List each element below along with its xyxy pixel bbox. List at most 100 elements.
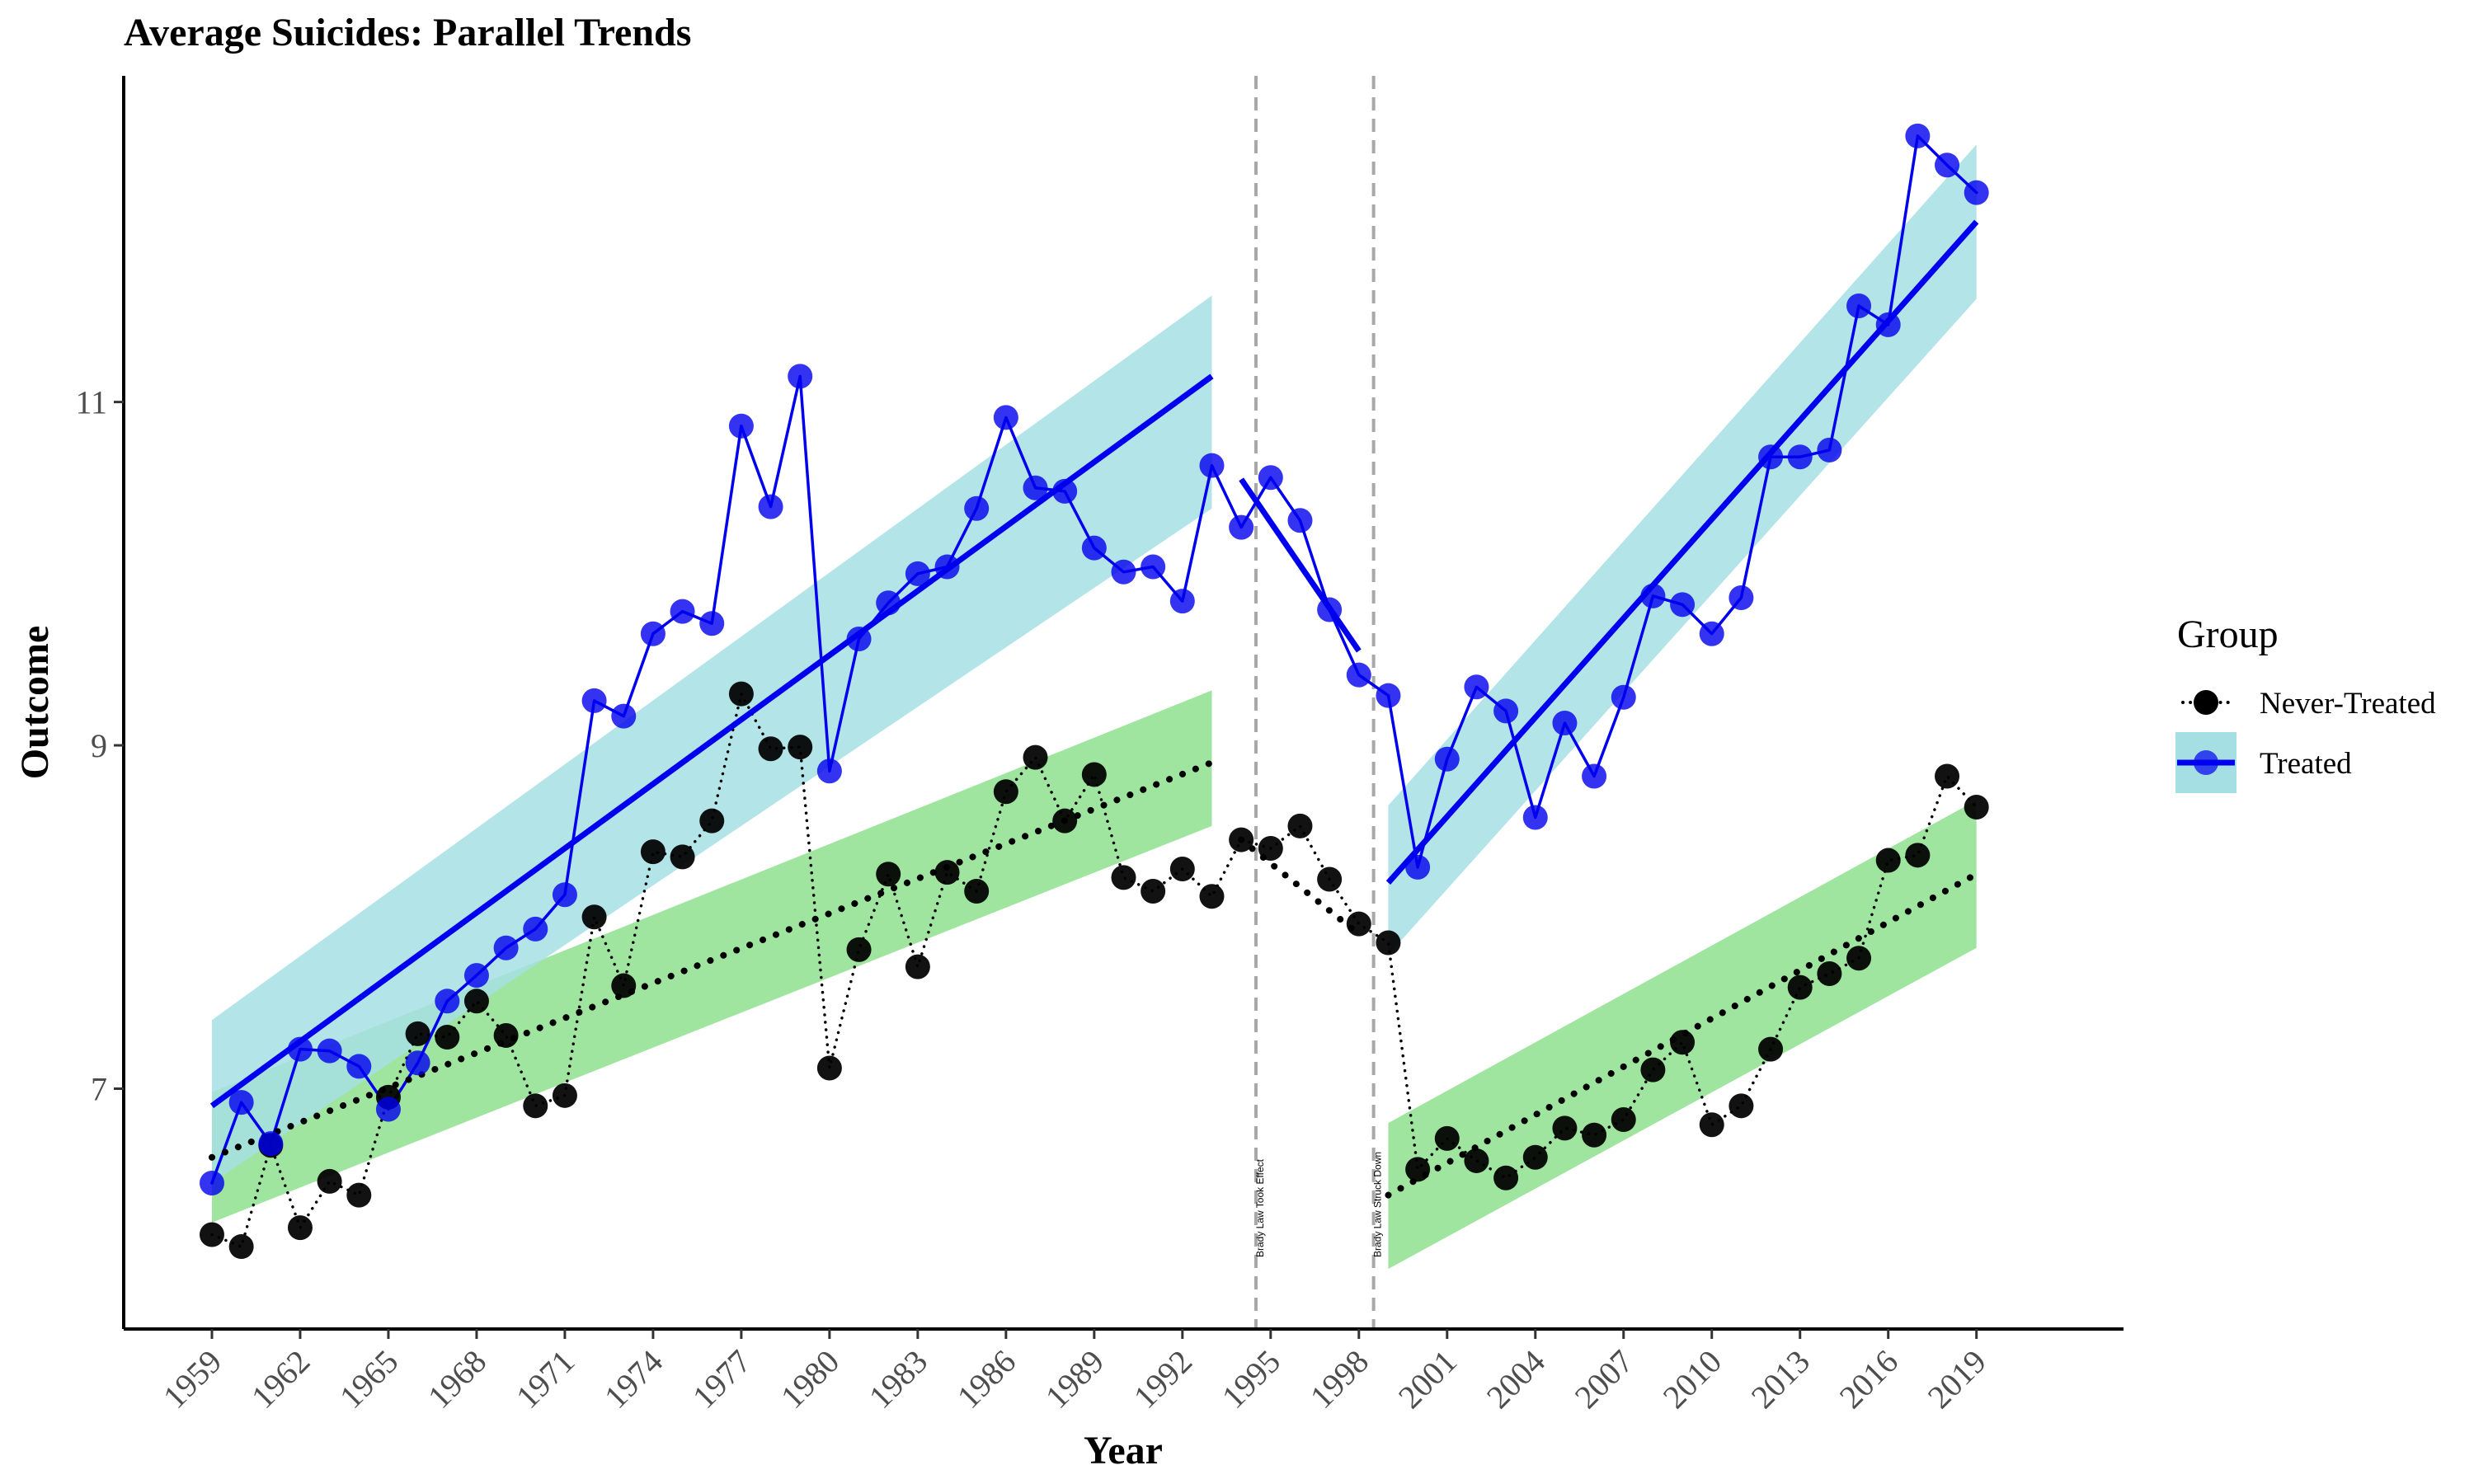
never-treated-point [611,973,637,998]
never-treated-point [523,1093,548,1119]
never-treated-point [493,1022,519,1048]
treated-point [993,405,1018,430]
treated-point [640,621,666,646]
y-tick-label: 7 [91,1070,107,1107]
treated-point [1787,444,1813,470]
never-treated-point [1199,884,1225,909]
never-treated-fit-1 [1238,836,1362,938]
treated-point [287,1036,313,1062]
treated-point [493,935,519,960]
treated-point [317,1038,342,1064]
treated-point [1729,585,1754,610]
treated-point [1611,684,1636,710]
never-treated-point [640,839,666,865]
x-tick-label: 1959 [156,1343,228,1416]
y-tick-label: 11 [75,384,107,421]
legend-key-never-treated [2194,690,2218,715]
treated-point [1346,662,1371,688]
never-treated-point [1317,866,1343,892]
legend-label-treated: Treated [2260,747,2352,781]
never-treated-band-0 [211,690,1212,1223]
treated-point [1582,763,1607,789]
x-tick-label: 1983 [862,1343,934,1416]
never-treated-point [1729,1093,1754,1119]
x-axis-title: Year [1084,1429,1163,1472]
x-tick-label: 1965 [332,1343,405,1416]
treated-point [228,1090,254,1115]
legend-label-never-treated: Never-Treated [2260,687,2436,721]
treated-point [1199,453,1225,478]
never-treated-point [552,1082,577,1108]
never-treated-point [1582,1122,1607,1148]
treated-point [846,626,872,651]
never-treated-point [1640,1057,1666,1082]
x-tick-label: 1971 [509,1343,581,1416]
x-tick-label: 1968 [421,1343,493,1416]
never-treated-point [1522,1144,1548,1170]
legend: Group Never-Treated Treated [2175,613,2436,793]
never-treated-point [1699,1112,1724,1138]
x-tick-label: 2019 [1921,1343,1993,1416]
never-treated-point [1169,856,1195,881]
treated-point [1081,535,1107,561]
reference-line-label-1: Brady Law Struck Down [1372,1152,1384,1257]
never-treated-point [1111,865,1136,890]
never-treated-point [1875,848,1901,873]
reference-line-label-0: Brady Law Took Effect [1254,1158,1266,1257]
legend-title: Group [2177,613,2279,656]
treated-point [258,1131,284,1157]
never-treated-point [1376,930,1401,956]
never-treated-point [1905,843,1931,868]
treated-point [375,1097,401,1122]
x-tick-label: 1977 [685,1343,758,1416]
reference-lines: Brady Law Took Effect Brady Law Struck Do… [1253,76,1384,1329]
x-tick-label: 2007 [1568,1343,1640,1416]
never-treated-point [876,862,901,887]
treated-point [1699,621,1724,646]
treated-point [1758,444,1784,470]
treated-point [728,413,754,439]
treated-point [788,364,813,389]
treated-point [1817,437,1842,463]
never-treated-point [993,779,1018,805]
treated-point [1493,698,1519,724]
treated-point [1434,746,1460,772]
never-treated-point [670,844,695,870]
never-treated-fit-0 [208,758,1216,1161]
never-treated-point [1434,1125,1460,1151]
data-points [199,123,1989,1260]
treated-point [1964,180,1989,205]
treated-point [1670,592,1696,618]
never-treated-point [1346,911,1371,937]
treated-point [581,688,607,713]
treated-fit-0 [209,373,1214,1109]
treated-point [876,590,901,616]
never-treated-point [1787,974,1813,1000]
treated-point [1052,478,1078,504]
never-treated-point [1611,1106,1636,1132]
never-treated-point [758,736,783,762]
treated-point [1405,854,1431,880]
treated-point [1935,153,1960,178]
never-treated-point [1081,762,1107,787]
treated-point [1258,465,1283,491]
treated-point [1552,710,1578,735]
never-treated-point [1493,1165,1519,1190]
never-treated-point [199,1222,224,1247]
never-treated-point [1670,1030,1696,1055]
never-treated-point [846,937,872,962]
treated-point [934,554,960,580]
never-treated-point [1964,795,1989,820]
x-tick-label: 2016 [1832,1343,1905,1416]
treated-point [611,703,637,729]
x-tick-label: 2004 [1479,1343,1552,1416]
treated-point [670,599,695,624]
never-treated-point [1023,744,1048,770]
x-tick-label: 1989 [1038,1343,1111,1416]
treated-point [405,1050,430,1076]
treated-point [1229,514,1254,540]
treated-point [199,1171,224,1196]
never-treated-point [287,1215,313,1241]
treated-point [816,758,842,784]
treated-point [1640,583,1666,608]
